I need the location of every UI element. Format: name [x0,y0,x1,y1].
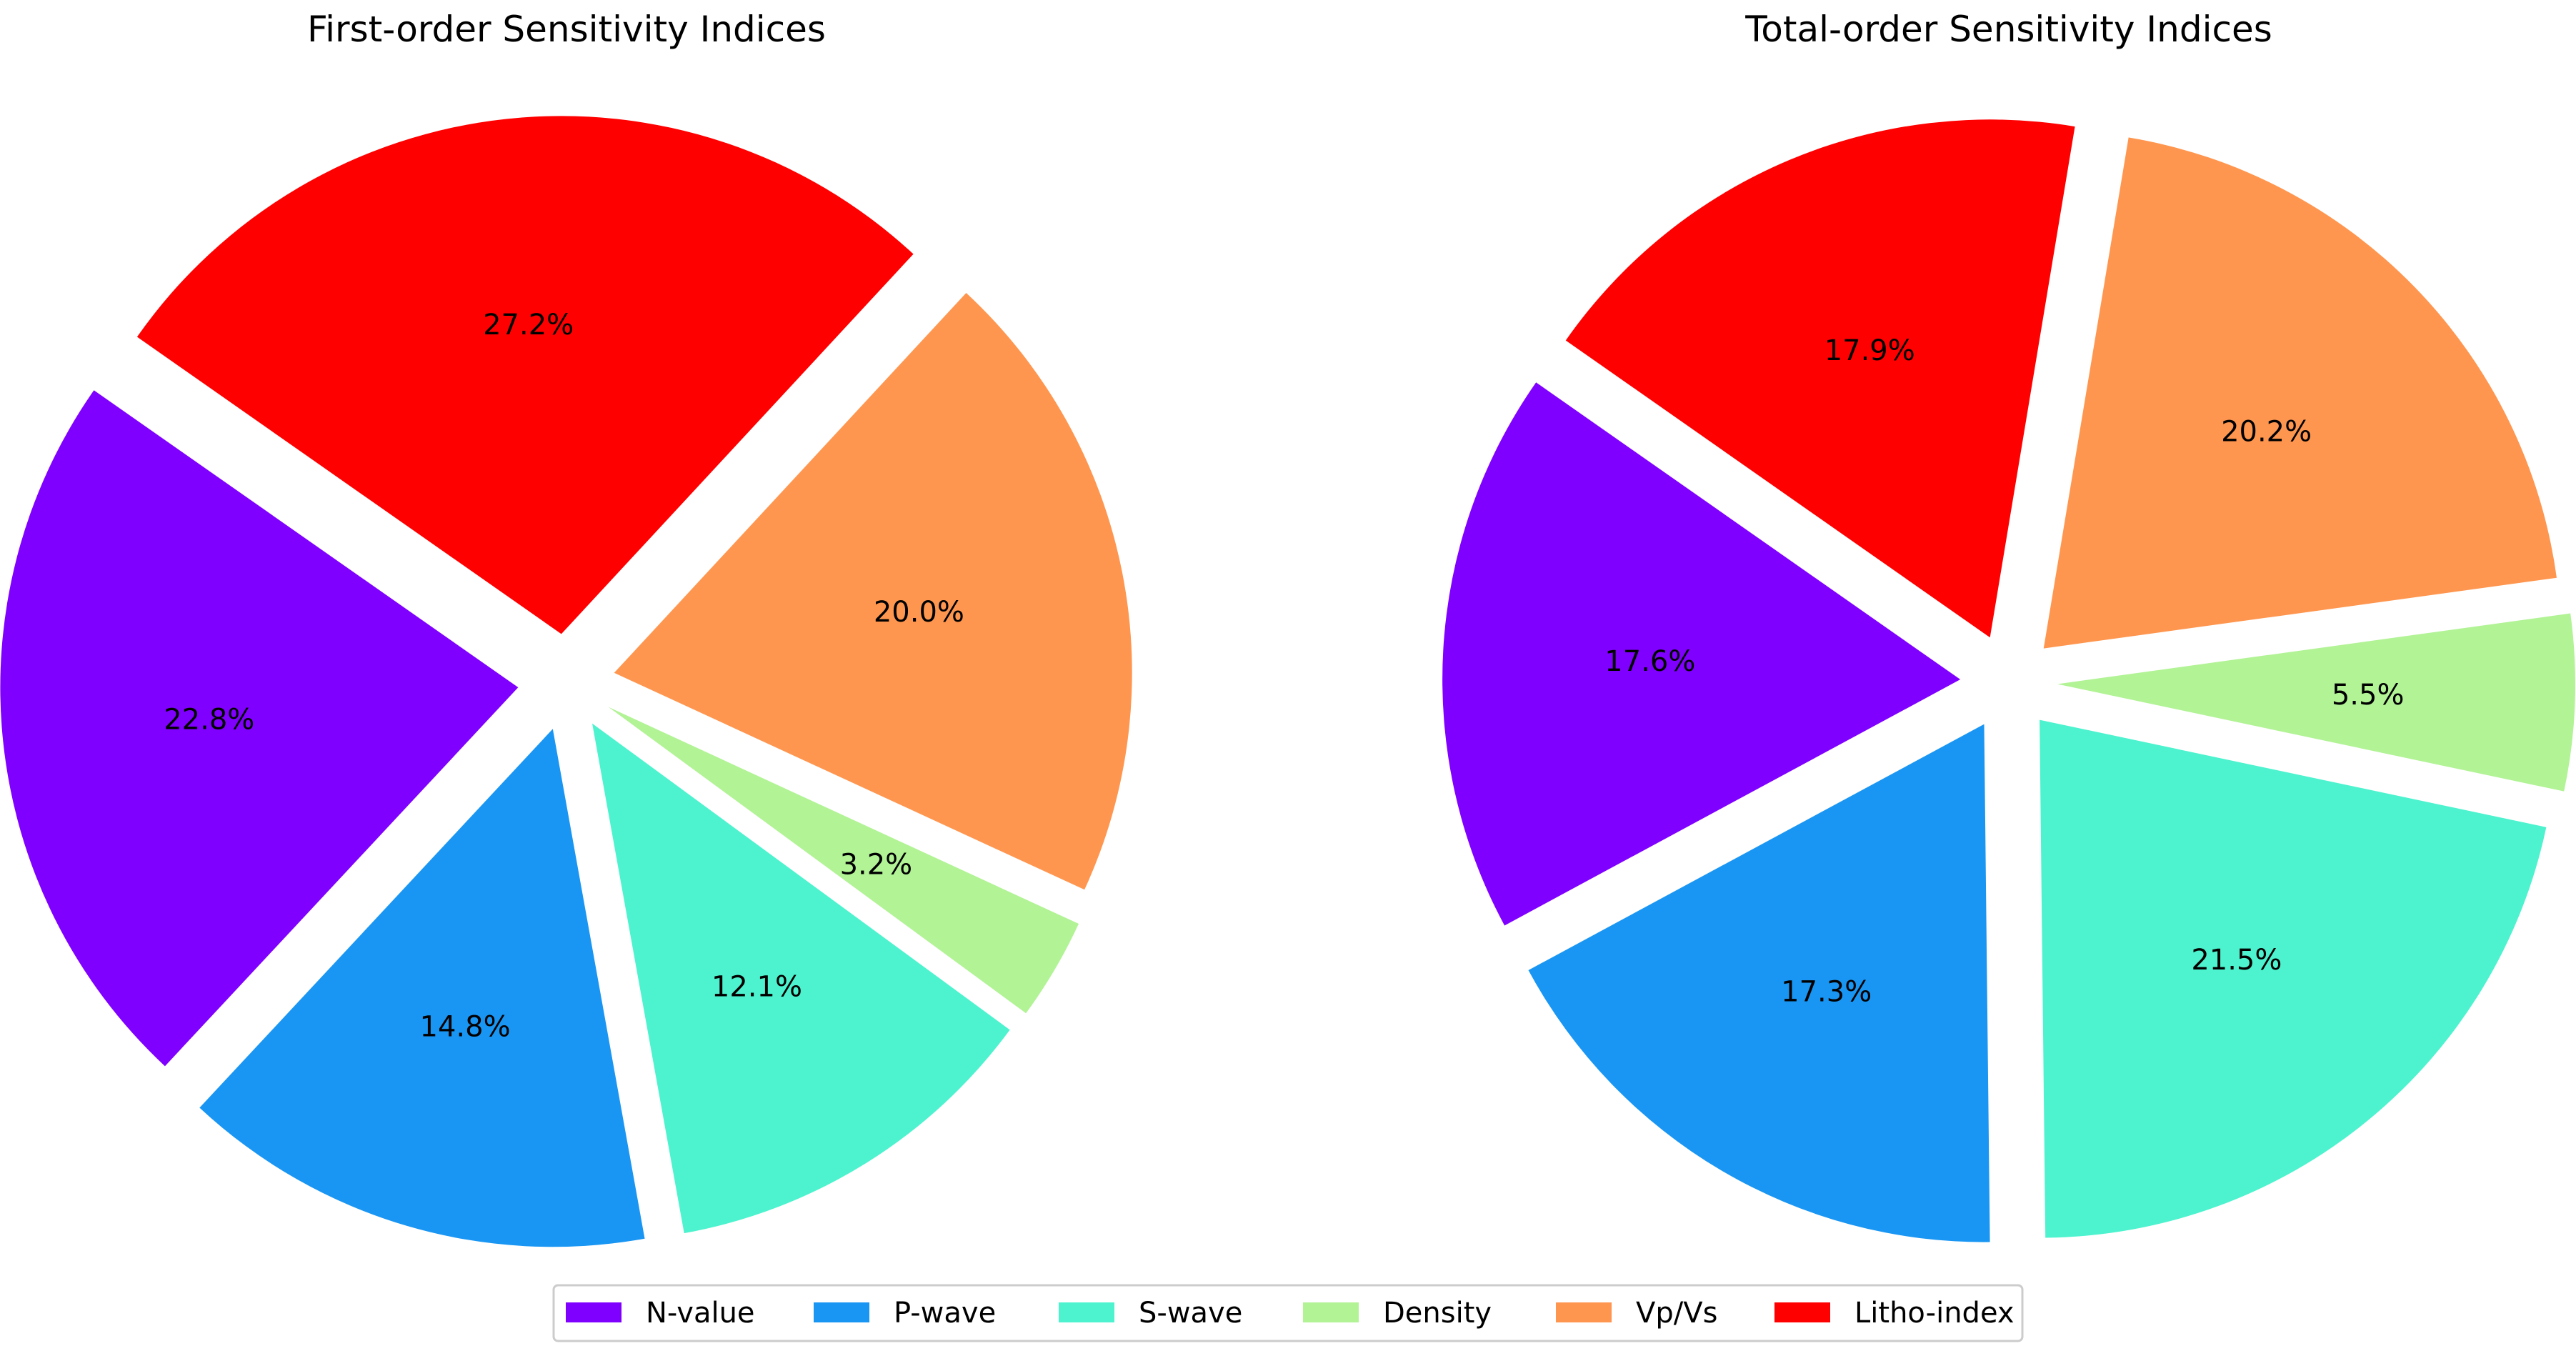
pie-slice-label-n-value: 17.6% [1604,645,1695,678]
first-order-pie-chart: First-order Sensitivity Indices 22.8% 14.… [0,9,1132,1247]
pie-slice-label-p-wave: 17.3% [1781,975,1872,1008]
pie-slice-litho-index [1565,119,2075,638]
legend: N-value P-wave S-wave Density Vp/Vs Litho-ind… [552,1284,2024,1342]
pie-slice-density [2057,613,2575,792]
first-order-percent-labels: 22.8% 14.8% 12.1% 3.2% 20.0% 27.2% [164,309,964,1044]
first-order-chart-title: First-order Sensitivity Indices [307,9,826,50]
total-order-pie-chart: Total-order Sensitivity Indices 17.6%17.… [1442,9,2575,1242]
pie-slice-density [608,707,1079,1014]
total-order-chart-title: Total-order Sensitivity Indices [1744,9,2272,50]
legend-label-vp-vs: Vp/Vs [1636,1297,1717,1330]
total-order-percent-labels: 17.6% 17.3% 21.5% 5.5% 20.2% 17.9% [1604,334,2404,1008]
legend-label-p-wave: P-wave [894,1297,996,1330]
legend-label-litho-index: Litho-index [1854,1297,2015,1330]
pie-slice-label-s-wave: 12.1% [712,971,802,1004]
legend-frame [552,1284,2024,1342]
total-order-slices [1442,119,2575,1242]
legend-swatch-density [1303,1302,1359,1322]
pie-slice-label-s-wave: 21.5% [2191,944,2282,977]
legend-label-s-wave: S-wave [1139,1297,1242,1330]
pie-slice-label-density: 5.5% [2332,679,2405,712]
legend-items: N-value P-wave S-wave Density Vp/Vs Litho-ind… [566,1297,2015,1330]
legend-swatch-vp-vs [1556,1302,1612,1322]
pie-slice-s-wave [592,723,1010,1234]
pie-slice-label-vp-vs: 20.0% [874,596,964,629]
pie-slice-n-value [1442,382,1961,926]
legend-swatch-s-wave [1059,1302,1114,1322]
first-order-slices [0,116,1132,1247]
pie-slice-litho-index [136,116,914,634]
pie-slice-label-litho-index: 27.2% [483,309,574,342]
legend-swatch-n-value [566,1302,621,1322]
legend-swatch-litho-index [1774,1302,1830,1322]
legend-swatch-p-wave [814,1302,869,1322]
pie-slice-label-vp-vs: 20.2% [2221,415,2312,448]
pie-slice-p-wave [1528,724,1990,1242]
legend-label-n-value: N-value [646,1297,755,1330]
pie-slice-label-density: 3.2% [840,848,913,881]
pie-slice-vp-vs [2043,137,2557,649]
pie-slice-vp-vs [614,293,1132,890]
pie-slice-label-p-wave: 14.8% [420,1011,511,1044]
pie-slice-label-n-value: 22.8% [164,704,254,737]
pie-slice-p-wave [199,729,645,1247]
pie-slice-s-wave [2040,719,2547,1238]
pie-slice-label-litho-index: 17.9% [1824,334,1915,367]
legend-label-density: Density [1383,1297,1492,1330]
pie-slice-n-value [0,390,519,1067]
